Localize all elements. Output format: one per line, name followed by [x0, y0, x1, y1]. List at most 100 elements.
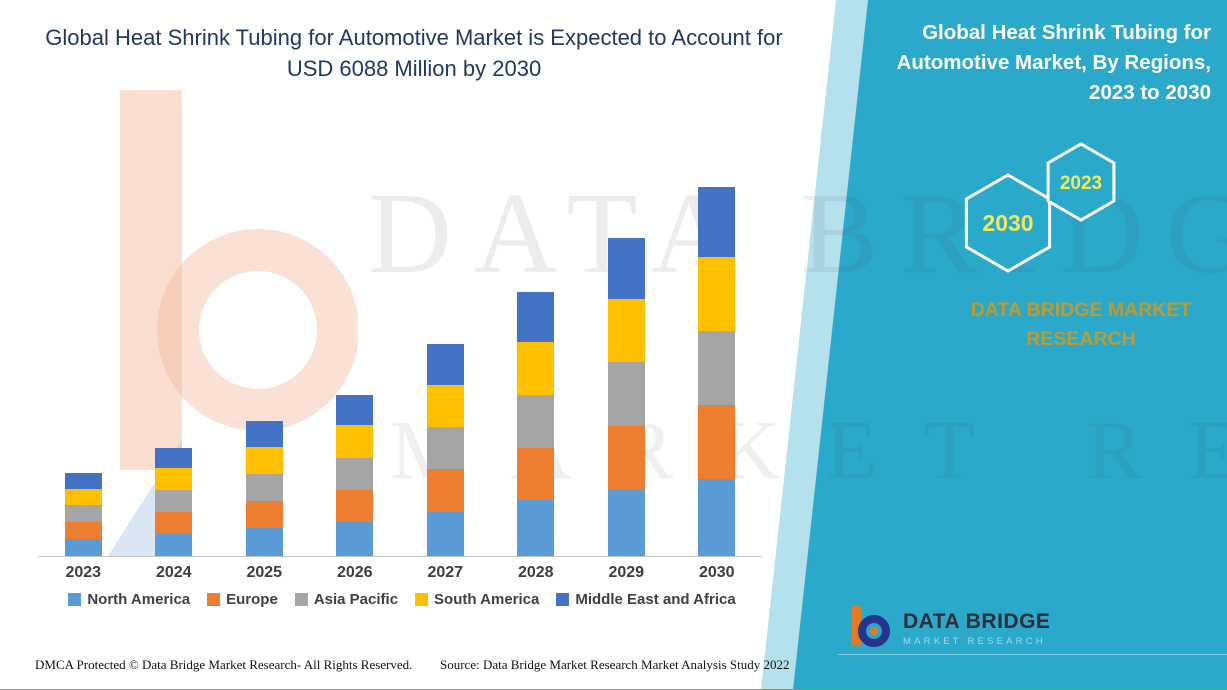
segment-south-america-2025 — [245, 447, 283, 474]
segment-north-america-2027 — [426, 511, 464, 556]
legend-label-europe: Europe — [226, 591, 278, 608]
segment-asia-pacific-2028 — [517, 394, 555, 448]
watermark-ring-shape — [157, 229, 359, 431]
segment-europe-2023 — [64, 521, 102, 539]
segment-north-america-2026 — [336, 522, 374, 556]
stacked-bar-2024 — [155, 447, 193, 556]
bar-column-2023 — [38, 472, 129, 556]
legend-swatch-south-america — [415, 593, 429, 606]
bar-column-2030 — [672, 186, 763, 556]
segment-north-america-2025 — [245, 527, 283, 556]
segment-middle-east-and-africa-2026 — [336, 394, 374, 426]
legend-swatch-asia-pacific — [294, 593, 308, 606]
segment-middle-east-and-africa-2023 — [64, 472, 102, 489]
segment-asia-pacific-2030 — [698, 330, 736, 405]
segment-europe-2026 — [336, 489, 374, 523]
x-tick-2023: 2023 — [65, 564, 102, 581]
stacked-bar-2023 — [64, 472, 102, 556]
legend-swatch-north-america — [68, 593, 82, 606]
segment-middle-east-and-africa-2027 — [426, 344, 464, 385]
segment-middle-east-and-africa-2028 — [517, 291, 555, 342]
brand-name-text: DATA BRIDGE MARKET RESEARCH — [970, 299, 1192, 350]
segment-south-america-2026 — [336, 425, 374, 458]
x-tick-2030: 2030 — [698, 564, 735, 581]
bar-column-2024 — [129, 447, 220, 556]
segment-europe-2030 — [698, 404, 736, 479]
x-tick-2028: 2028 — [517, 564, 554, 581]
footer-logo-title: DATA BRIDGE — [903, 610, 1051, 633]
legend-label-south-america: South America — [434, 591, 540, 608]
segment-middle-east-and-africa-2025 — [245, 421, 283, 448]
x-axis-labels: 2023 2024 2025 2026 2027 2028 2029 2030 — [38, 564, 762, 582]
chart-title-line1: Global Heat Shrink Tubing for Automotive… — [45, 25, 783, 50]
segment-europe-2029 — [607, 425, 645, 490]
segment-asia-pacific-2029 — [607, 362, 645, 426]
segment-south-america-2029 — [607, 298, 645, 363]
bar-column-2029 — [581, 238, 672, 556]
segment-asia-pacific-2026 — [336, 457, 374, 490]
x-tick-2025: 2025 — [246, 564, 283, 581]
plot-area — [38, 180, 762, 557]
legend-item-south-america: South America — [415, 591, 539, 608]
badge-2030-label: 2030 — [982, 210, 1033, 236]
segment-middle-east-and-africa-2029 — [607, 238, 645, 299]
watermark-bar-shape — [120, 90, 182, 470]
legend-label-asia-pacific: Asia Pacific — [313, 591, 399, 608]
legend-label-north-america: North America — [87, 591, 191, 608]
legend-swatch-europe — [207, 593, 221, 606]
legend-item-north-america: North America — [68, 591, 190, 608]
data-bridge-logo-icon — [845, 602, 893, 655]
segment-middle-east-and-africa-2030 — [698, 186, 736, 257]
segment-europe-2028 — [517, 447, 555, 501]
legend-item-europe: Europe — [207, 591, 278, 608]
segment-south-america-2030 — [698, 256, 736, 331]
segment-north-america-2029 — [607, 489, 645, 556]
bar-column-2027 — [400, 344, 491, 556]
dmca-notice: DMCA Protected © Data Bridge Market Rese… — [35, 657, 413, 672]
bar-column-2025 — [219, 421, 310, 556]
stacked-bar-2030 — [698, 186, 736, 556]
segment-north-america-2030 — [698, 478, 736, 556]
x-tick-2027: 2027 — [427, 564, 464, 581]
legend-item-middle-east-and-africa: Middle East and Africa — [556, 591, 736, 608]
chart-title: Global Heat Shrink Tubing for Automotive… — [8, 22, 820, 84]
x-tick-2026: 2026 — [336, 564, 373, 581]
legend-label-middle-east-and-africa: Middle East and Africa — [575, 591, 736, 608]
bar-column-2026 — [310, 394, 401, 556]
chart-title-line2: USD 6088 Million by 2030 — [286, 56, 542, 81]
segment-europe-2027 — [426, 469, 464, 512]
segment-asia-pacific-2024 — [155, 489, 193, 512]
side-panel-title: Global Heat Shrink Tubing for Automotive… — [896, 21, 1211, 104]
x-tick-2024: 2024 — [155, 564, 192, 581]
year-badges: 2030 2023 — [948, 138, 1218, 288]
segment-europe-2025 — [245, 500, 283, 528]
panel-divider-line — [838, 654, 1227, 655]
footer-logo-subtitle: MARKET RESEARCH — [903, 636, 1046, 647]
x-tick-2029: 2029 — [608, 564, 645, 581]
bar-column-2028 — [491, 291, 582, 556]
segment-south-america-2028 — [517, 341, 555, 395]
stacked-bar-2026 — [336, 394, 374, 556]
segment-south-america-2027 — [426, 384, 464, 427]
stacked-bar-2029 — [607, 238, 645, 556]
segment-north-america-2024 — [155, 533, 193, 556]
segment-south-america-2024 — [155, 468, 193, 490]
legend-item-asia-pacific: Asia Pacific — [294, 591, 399, 608]
stacked-bar-2025 — [245, 421, 283, 556]
segment-north-america-2028 — [517, 500, 555, 556]
segment-asia-pacific-2027 — [426, 426, 464, 470]
segment-middle-east-and-africa-2024 — [155, 447, 193, 469]
segment-north-america-2023 — [64, 538, 102, 556]
hexagon-badge-2023 — [1046, 142, 1116, 222]
segment-asia-pacific-2023 — [64, 505, 102, 522]
stacked-bar-2027 — [426, 344, 464, 556]
segment-europe-2024 — [155, 511, 193, 534]
chart-legend: North America Europe Asia Pacific South Ame… — [28, 591, 776, 608]
segment-south-america-2023 — [64, 488, 102, 506]
footer-logo-text: DATA BRIDGE MARKET RESEARCH — [903, 610, 1050, 647]
legend-swatch-middle-east-and-africa — [556, 593, 570, 606]
badge-2023-label: 2023 — [1060, 173, 1102, 194]
source-note: Source: Data Bridge Market Research Mark… — [440, 657, 790, 672]
